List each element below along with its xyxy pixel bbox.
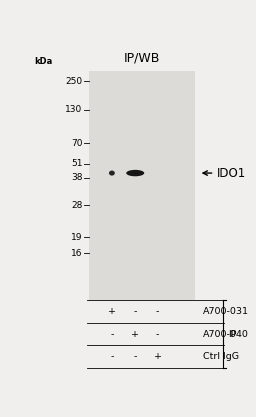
Text: +: + [131,330,139,339]
Text: IDO1: IDO1 [217,166,246,180]
Text: 38: 38 [71,173,83,182]
Text: IP/WB: IP/WB [123,52,160,65]
Text: 19: 19 [71,233,83,242]
Text: -: - [110,330,114,339]
Ellipse shape [109,171,115,176]
Text: -: - [156,307,159,316]
Text: 51: 51 [71,159,83,168]
Text: +: + [154,352,162,361]
Bar [89,71,195,301]
Ellipse shape [126,170,144,176]
Text: Ctrl IgG: Ctrl IgG [203,352,239,361]
Text: -: - [156,330,159,339]
Text: -: - [134,352,137,361]
Text: -: - [110,352,114,361]
Text: +: + [108,307,116,316]
Text: A700-040: A700-040 [203,330,249,339]
Text: 28: 28 [71,201,83,210]
Text: 70: 70 [71,139,83,148]
Text: 16: 16 [71,249,83,258]
Text: kDa: kDa [34,57,52,66]
Text: 250: 250 [66,77,83,86]
Text: 130: 130 [65,106,83,114]
Text: A700-031: A700-031 [203,307,249,316]
Text: IP: IP [228,330,237,339]
Text: -: - [134,307,137,316]
